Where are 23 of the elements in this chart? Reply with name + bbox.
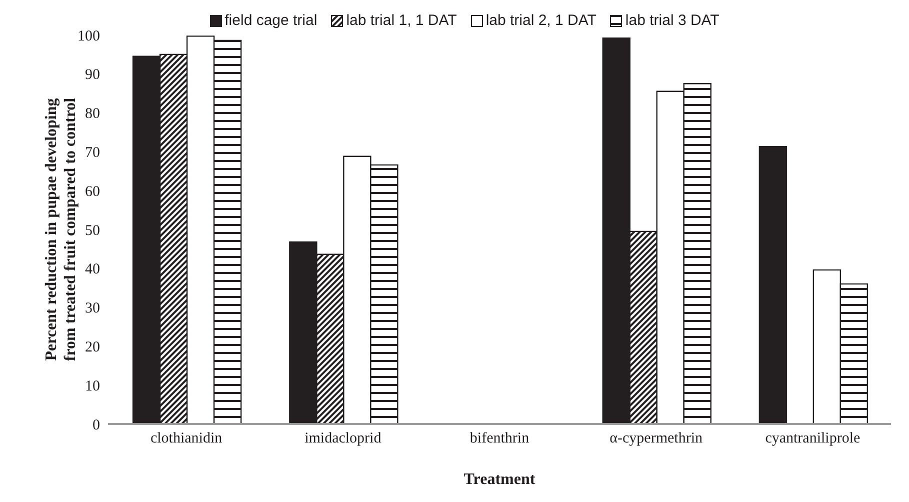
x-tick-label: clothianidin — [150, 430, 223, 447]
x-tick-label: bifenthrin — [470, 430, 530, 447]
y-tick-label: 10 — [85, 378, 100, 394]
x-tick-label: imidacloprid — [304, 430, 382, 447]
legend-label: lab trial 3 DAT — [625, 12, 720, 29]
x-axis-title: Treatment — [464, 471, 536, 488]
y-tick-label: 0 — [92, 417, 100, 434]
y-tick-label: 60 — [85, 184, 100, 200]
legend-label: lab trial 2, 1 DAT — [486, 12, 596, 29]
x-tick-label: α-cypermethrin — [610, 430, 704, 447]
y-tick-label: 40 — [85, 262, 100, 278]
y-tick-label: 30 — [85, 300, 100, 317]
x-tick-label: cyantraniliprole — [765, 430, 861, 447]
y-tick-label: 100 — [78, 28, 100, 44]
y-tick-label: 70 — [85, 145, 100, 162]
y-tick-label: 90 — [85, 67, 100, 84]
bar — [758, 146, 788, 424]
y-tick-label: 80 — [85, 106, 100, 122]
legend-label: field cage trial — [224, 12, 318, 29]
y-tick-label: 50 — [85, 222, 100, 239]
y-tick-label: 20 — [85, 340, 100, 356]
y-axis-title: Percent reduction in pupae developing from treated fruit compared to control — [43, 97, 79, 362]
legend-label: lab trial 1, 1 DAT — [346, 12, 457, 29]
